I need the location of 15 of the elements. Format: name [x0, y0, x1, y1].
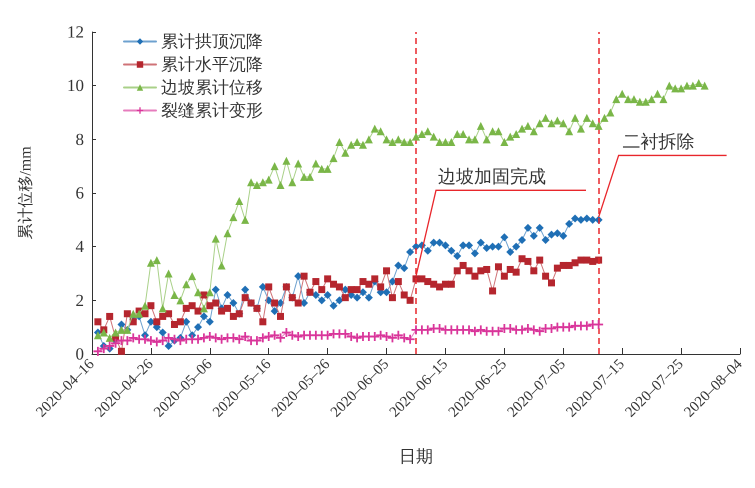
- legend-label: 裂缝累计变形: [161, 101, 263, 120]
- y-tick-label: 10: [67, 76, 84, 96]
- y-tick-label: 2: [76, 290, 84, 310]
- y-tick-label: 8: [76, 130, 84, 149]
- y-tick-label: 12: [67, 22, 84, 42]
- ref-line-label: 边坡加固完成: [438, 166, 546, 186]
- legend-label: 累计拱顶沉降: [161, 32, 263, 51]
- ref-line-label: 二衬拆除: [622, 131, 695, 152]
- y-tick-label: 6: [76, 184, 84, 202]
- y-tick-label: 0: [76, 344, 84, 364]
- legend-label: 累计水平沉降: [161, 55, 263, 74]
- x-axis-title: 日期: [399, 447, 433, 466]
- y-axis-title: 累计位移/mm: [16, 146, 34, 240]
- y-tick-label: 4: [76, 237, 84, 256]
- legend-label: 边坡累计位移: [161, 78, 263, 97]
